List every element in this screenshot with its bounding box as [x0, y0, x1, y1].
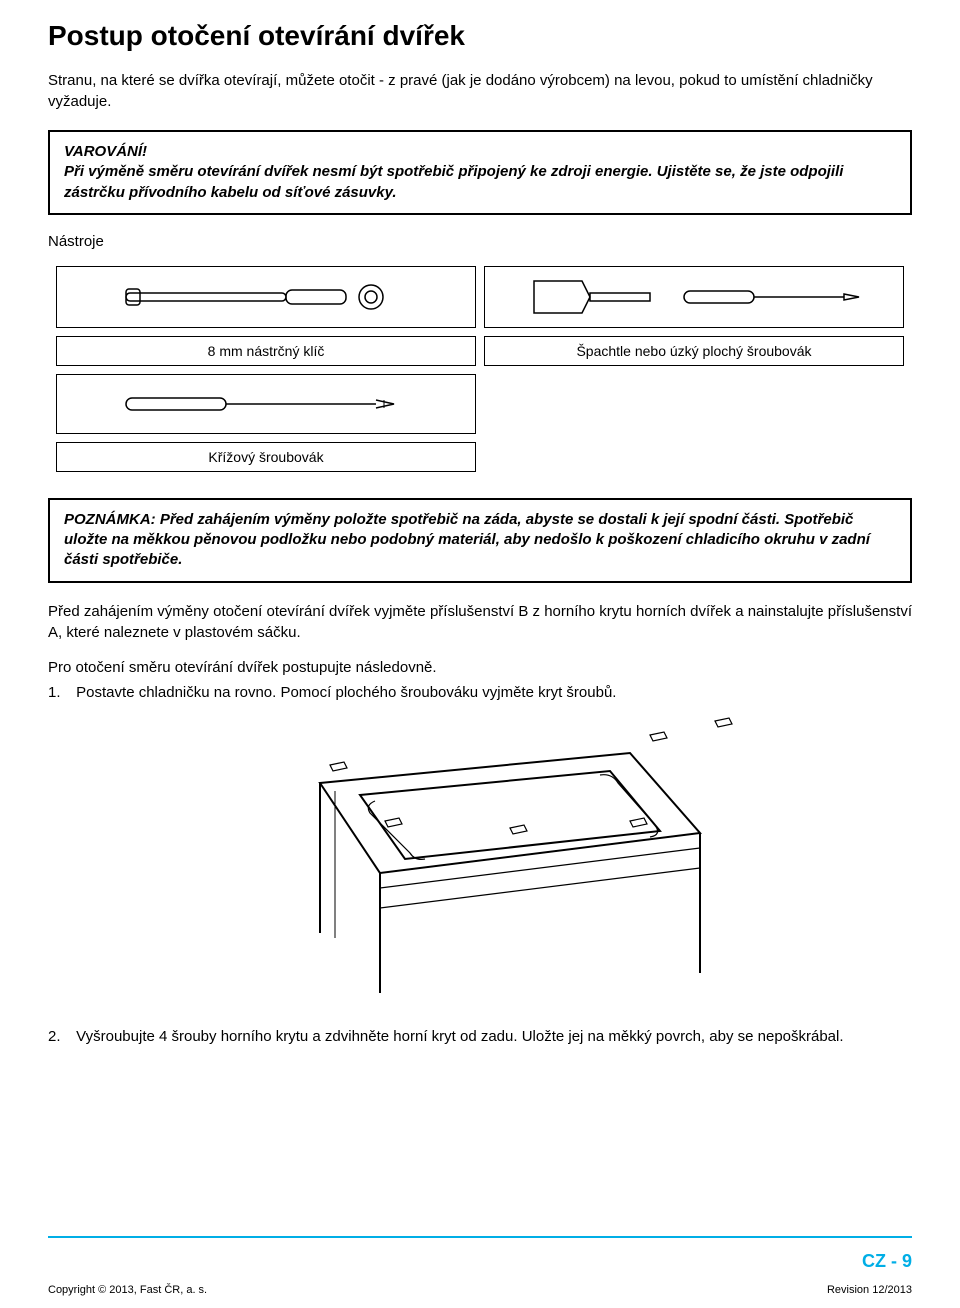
step-1-text: Postavte chladničku na rovno. Pomocí plo… — [76, 684, 616, 701]
tool-caption-2: Špachtle nebo úzký plochý šroubovák — [484, 336, 904, 366]
warning-title: VAROVÁNÍ! — [64, 142, 896, 162]
warning-body: Při výměně směru otevírání dvířek nesmí … — [64, 162, 896, 203]
step-1-num: 1. — [48, 682, 72, 703]
tool-cell-spatula-flathead — [484, 266, 904, 328]
step-2-text: Vyšroubujte 4 šrouby horního krytu a zdv… — [76, 1028, 843, 1045]
tool-cell-empty — [484, 374, 904, 434]
tools-label: Nástroje — [48, 233, 912, 250]
tools-table: 8 mm nástrčný klíč Špachtle nebo úzký pl… — [48, 258, 912, 480]
phillips-screwdriver-icon — [116, 389, 416, 419]
note-body: Před zahájením výměny položte spotřebič … — [64, 511, 870, 569]
warning-box: VAROVÁNÍ! Při výměně směru otevírání dví… — [48, 130, 912, 215]
tool-cell-phillips — [56, 374, 476, 434]
tool-cell-socket-wrench — [56, 266, 476, 328]
step-2-num: 2. — [48, 1026, 72, 1047]
fridge-top-diagram — [48, 713, 912, 1008]
tool-caption-1: 8 mm nástrčný klíč — [56, 336, 476, 366]
socket-wrench-icon — [116, 279, 416, 315]
footer-revision: Revision 12/2013 — [827, 1284, 912, 1296]
tool-caption-3: Křížový šroubovák — [56, 442, 476, 472]
page-number: CZ - 9 — [862, 1251, 912, 1272]
step-2: 2. Vyšroubujte 4 šrouby horního krytu a … — [48, 1026, 912, 1047]
page-title: Postup otočení otevírání dvířek — [48, 20, 912, 52]
tool-caption-empty — [484, 442, 904, 472]
steps-intro: Pro otočení směru otevírání dvířek postu… — [48, 657, 912, 678]
footer-copyright: Copyright © 2013, Fast ČR, a. s. — [48, 1284, 207, 1296]
spatula-flathead-icon — [524, 275, 864, 319]
intro-paragraph: Stranu, na které se dvířka otevírají, mů… — [48, 70, 912, 112]
footer-rule — [48, 1236, 912, 1238]
paragraph-before-steps: Před zahájením výměny otočení otevírání … — [48, 601, 912, 643]
note-box: POZNÁMKA: Před zahájením výměny položte … — [48, 498, 912, 583]
note-title: POZNÁMKA: — [64, 511, 156, 528]
step-1: 1. Postavte chladničku na rovno. Pomocí … — [48, 682, 912, 703]
fridge-top-svg — [210, 713, 750, 1003]
